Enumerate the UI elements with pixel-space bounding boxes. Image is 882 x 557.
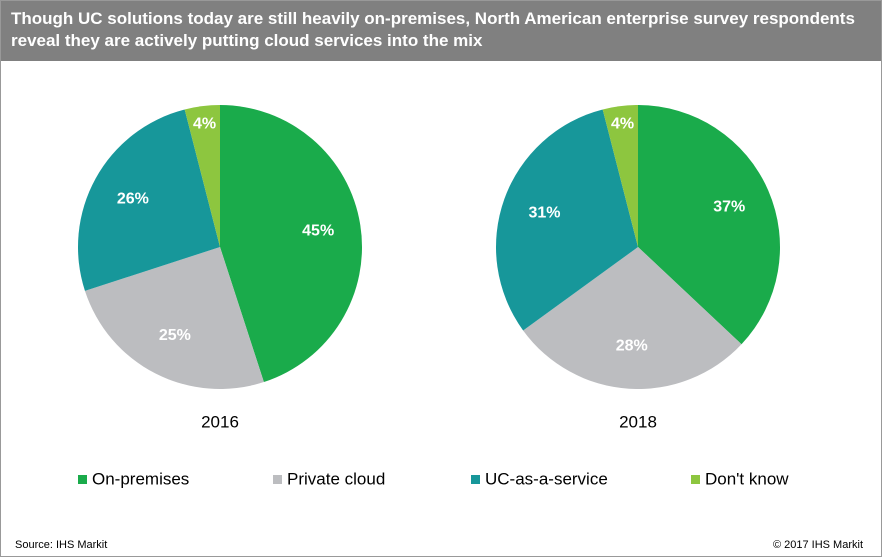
pie-title: 2018 (619, 412, 657, 431)
chart-title: Though UC solutions today are still heav… (1, 1, 881, 61)
pie-slice (77, 109, 220, 291)
legend-swatch (471, 475, 480, 484)
pie-slice (602, 105, 638, 247)
pie-slice (220, 105, 362, 383)
legend-label: UC-as-a-service (485, 469, 608, 488)
pie-slice (638, 105, 780, 345)
pie-slice (523, 247, 742, 390)
legend-label: Private cloud (287, 469, 385, 488)
pie-slice (495, 109, 638, 331)
data-label: 45% (302, 223, 334, 240)
data-label: 37% (713, 199, 745, 216)
legend-label: Don't know (705, 469, 789, 488)
legend-label: On-premises (92, 469, 189, 488)
pie-slice (184, 105, 220, 247)
pie-title: 2016 (201, 412, 239, 431)
data-label: 25% (159, 327, 191, 344)
legend-swatch (78, 475, 87, 484)
legend-swatch (273, 475, 282, 484)
data-label: 31% (528, 205, 560, 222)
legend-swatch (691, 475, 700, 484)
data-label: 26% (117, 190, 149, 207)
pie-slice (84, 247, 264, 389)
source: Source: IHS Markit (15, 539, 107, 551)
data-label: 28% (616, 337, 648, 354)
data-label: 4% (611, 116, 634, 133)
data-label: 4% (193, 116, 216, 133)
copyright: © 2017 IHS Markit (773, 539, 863, 551)
